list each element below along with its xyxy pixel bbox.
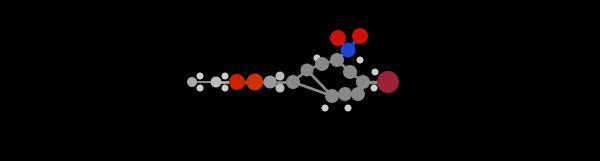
Circle shape <box>344 104 352 112</box>
Circle shape <box>343 65 357 79</box>
Circle shape <box>314 55 320 62</box>
Circle shape <box>275 84 284 93</box>
Circle shape <box>371 68 379 76</box>
Circle shape <box>221 72 229 80</box>
Circle shape <box>247 74 263 90</box>
Circle shape <box>377 71 399 93</box>
Circle shape <box>352 28 368 44</box>
Circle shape <box>371 85 377 91</box>
Circle shape <box>275 71 284 80</box>
Circle shape <box>197 72 203 80</box>
Circle shape <box>211 76 221 87</box>
Circle shape <box>338 87 352 101</box>
Circle shape <box>263 76 277 89</box>
Circle shape <box>315 57 329 71</box>
Circle shape <box>330 30 346 46</box>
Circle shape <box>341 43 355 57</box>
Circle shape <box>301 63 314 76</box>
Circle shape <box>322 104 329 112</box>
Circle shape <box>356 57 364 63</box>
Circle shape <box>325 89 339 103</box>
Circle shape <box>229 74 245 90</box>
Circle shape <box>187 77 197 87</box>
Circle shape <box>351 87 365 101</box>
Circle shape <box>286 75 300 89</box>
Circle shape <box>197 85 203 91</box>
Circle shape <box>221 85 229 91</box>
Circle shape <box>330 53 344 67</box>
Circle shape <box>356 75 370 89</box>
